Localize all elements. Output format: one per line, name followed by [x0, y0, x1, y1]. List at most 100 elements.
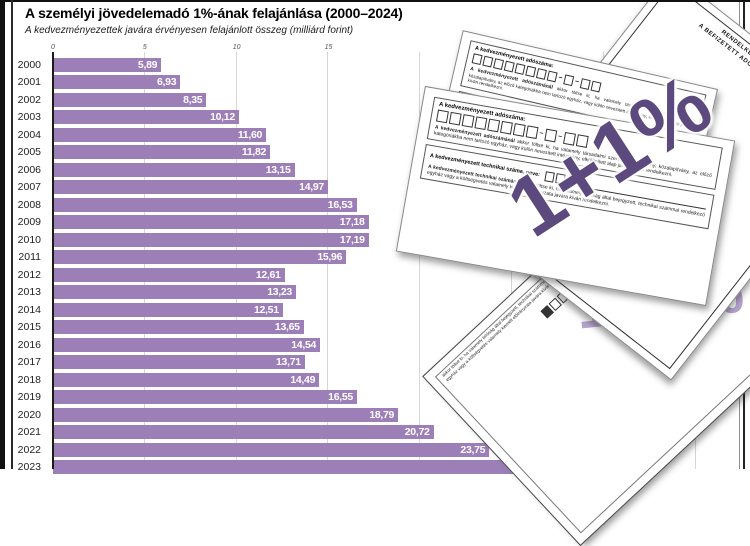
bar: 20,72	[53, 425, 434, 440]
bar-value-label: 17,19	[339, 233, 365, 246]
bar: 13,15	[53, 162, 295, 177]
bar: 14,49	[53, 372, 320, 387]
year-label: 2008	[17, 198, 41, 211]
x-tick: 10	[232, 44, 241, 51]
x-tick: 15	[324, 44, 333, 51]
x-tick: 0	[51, 44, 55, 51]
bar: 17,18	[53, 215, 369, 230]
bar-row: 2007 14,97	[0, 180, 750, 195]
bar-value-label: 12,51	[253, 303, 279, 316]
year-label: 2010	[17, 233, 41, 246]
digit-box	[503, 60, 515, 73]
year-label: 2015	[17, 321, 41, 334]
year-label: 2000	[17, 58, 41, 71]
digit-box	[435, 109, 449, 124]
year-label: 2012	[17, 268, 41, 281]
bar-value-label: 18,79	[369, 408, 395, 421]
gridline	[419, 52, 421, 469]
year-label: 2009	[17, 216, 41, 229]
digit-box	[563, 74, 575, 87]
bar: 14,54	[53, 337, 321, 352]
bar: 15,96	[53, 250, 347, 265]
year-label: 2011	[18, 251, 41, 264]
bar-value-label: 23,75	[460, 443, 486, 456]
bar: 16,53	[53, 197, 357, 212]
year-label: 2005	[17, 146, 41, 159]
bar-row: 2014 12,51	[0, 302, 750, 317]
bar-value-label: 6,93	[157, 76, 177, 89]
bar-row: 2003 10,12	[0, 110, 750, 125]
bar-value-label: 11,60	[237, 128, 263, 141]
year-label: 2004	[17, 128, 41, 141]
year-label: 2018	[17, 373, 41, 386]
bar: 10,12	[53, 110, 239, 125]
bar: 14,97	[53, 180, 328, 195]
digit-box	[474, 116, 488, 131]
bar-value-label: 20,72	[404, 426, 430, 439]
bar-value-label: 13,65	[274, 321, 300, 334]
year-label: 2021	[17, 426, 41, 439]
digit-box	[525, 65, 537, 78]
bar-value-label: 16,55	[328, 391, 353, 404]
bar-row: 2000 5,89	[0, 57, 750, 72]
year-label: 2006	[17, 163, 41, 176]
year-label: 2022	[17, 443, 41, 456]
digit-box	[546, 70, 558, 83]
bar: 17,19	[53, 232, 369, 247]
chart-title: A személyi jövedelemadó 1%-ának felajánl…	[25, 5, 403, 21]
digit-box	[514, 63, 526, 75]
bar-value-label: 16,53	[327, 198, 353, 211]
frame-top-border	[0, 0, 750, 2]
year-label: 2014	[17, 303, 41, 316]
dash: –	[557, 74, 564, 82]
y-axis-line	[52, 52, 54, 469]
bar-row: 2017 13,71	[0, 355, 750, 370]
year-label: 2013	[17, 286, 41, 299]
bar: 12,61	[53, 267, 285, 282]
bar-row: 2010 17,19	[0, 232, 750, 247]
bar-value-label: 17,18	[339, 216, 365, 229]
bar-value-label: 13,71	[276, 356, 301, 369]
x-tick: 5	[142, 44, 147, 51]
digit-box	[500, 120, 513, 135]
bar-row: 2021 20,72	[0, 425, 750, 440]
bar-value-label: 5,89	[137, 58, 158, 71]
bar-row: 2015 13,65	[0, 320, 750, 335]
digit-box	[448, 111, 462, 126]
bar-row: 2008 16,53	[0, 197, 750, 212]
bar-value-label: 15,96	[317, 251, 343, 264]
year-label: 2017	[17, 356, 41, 369]
bar: 13,71	[53, 355, 305, 370]
digit-box	[461, 114, 475, 128]
year-label: 2001	[17, 76, 41, 89]
bar: 8,35	[53, 92, 207, 107]
bar-row: 2020 18,79	[0, 407, 750, 422]
bar-row: 2006 13,15	[0, 162, 750, 177]
bar-row: 2013 13,23	[0, 285, 750, 300]
year-label: 2003	[17, 111, 41, 124]
digit-box	[535, 68, 547, 80]
bar-value-label: 14,54	[291, 338, 317, 351]
frame-left-band	[0, 0, 5, 469]
bar: 11,82	[53, 145, 271, 160]
bar-value-label: 13,15	[265, 163, 291, 176]
bar-row: 2002 8,35	[0, 92, 750, 107]
bar-value-label: 10,12	[210, 111, 235, 124]
bar-row: 2022 23,75	[0, 442, 750, 457]
bar-row: 2001 6,93	[0, 75, 750, 90]
bar: 16,55	[53, 390, 357, 405]
year-label: 2020	[17, 408, 41, 421]
bar-value-label: 11,82	[241, 146, 267, 159]
bar-row: 2016 14,54	[0, 337, 750, 352]
bar-row: 2004 11,60	[0, 127, 750, 142]
bar-value-label: 14,97	[299, 181, 324, 194]
year-label: 2007	[17, 181, 41, 194]
bar: 12,51	[53, 302, 283, 317]
bar-row: 2012 12,61	[0, 267, 750, 282]
bar-row: 2009 17,18	[0, 215, 750, 230]
year-label: 2019	[17, 391, 41, 404]
frame-left-border	[11, 0, 13, 469]
digit-box	[471, 53, 483, 66]
year-label: 2002	[17, 93, 41, 106]
bar-value-label: 14,49	[290, 373, 316, 386]
